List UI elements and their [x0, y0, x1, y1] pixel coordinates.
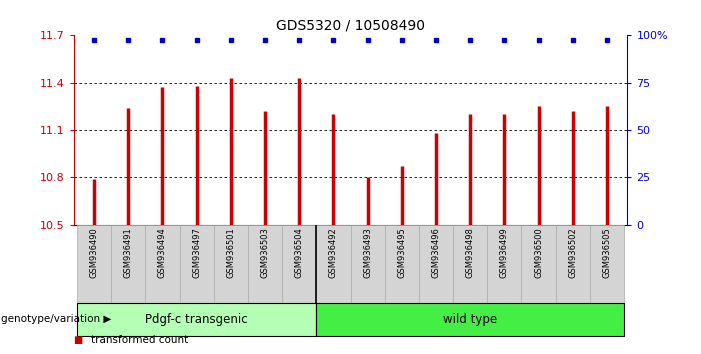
- Bar: [145, 225, 179, 303]
- Text: Pdgf-c transgenic: Pdgf-c transgenic: [145, 313, 248, 326]
- Text: transformed count: transformed count: [91, 335, 189, 345]
- Text: genotype/variation ▶: genotype/variation ▶: [1, 314, 111, 325]
- Text: GSM936501: GSM936501: [226, 227, 236, 278]
- Bar: [316, 225, 350, 303]
- Text: wild type: wild type: [443, 313, 497, 326]
- Text: GSM936494: GSM936494: [158, 227, 167, 278]
- Bar: [179, 225, 214, 303]
- Text: GSM936496: GSM936496: [431, 227, 440, 278]
- Bar: [487, 225, 522, 303]
- Bar: [77, 225, 111, 303]
- Text: GSM936505: GSM936505: [602, 227, 611, 278]
- Bar: [282, 225, 316, 303]
- Text: GSM936495: GSM936495: [397, 227, 407, 278]
- Text: GSM936497: GSM936497: [192, 227, 201, 278]
- Bar: [385, 225, 419, 303]
- Text: ■: ■: [74, 335, 83, 345]
- Text: GSM936491: GSM936491: [124, 227, 132, 278]
- Text: GSM936499: GSM936499: [500, 227, 509, 278]
- Bar: [590, 225, 624, 303]
- Text: GSM936504: GSM936504: [294, 227, 304, 278]
- Bar: [522, 225, 556, 303]
- Title: GDS5320 / 10508490: GDS5320 / 10508490: [276, 19, 425, 33]
- Bar: [316, 303, 624, 336]
- Text: GSM936502: GSM936502: [569, 227, 577, 278]
- Text: GSM936503: GSM936503: [261, 227, 270, 278]
- Text: GSM936490: GSM936490: [90, 227, 99, 278]
- Bar: [419, 225, 453, 303]
- Bar: [556, 225, 590, 303]
- Text: GSM936492: GSM936492: [329, 227, 338, 278]
- Bar: [350, 225, 385, 303]
- Bar: [77, 303, 316, 336]
- Bar: [453, 225, 487, 303]
- Text: GSM936498: GSM936498: [465, 227, 475, 278]
- Bar: [248, 225, 282, 303]
- Text: GSM936500: GSM936500: [534, 227, 543, 278]
- Text: GSM936493: GSM936493: [363, 227, 372, 278]
- Bar: [214, 225, 248, 303]
- Bar: [111, 225, 145, 303]
